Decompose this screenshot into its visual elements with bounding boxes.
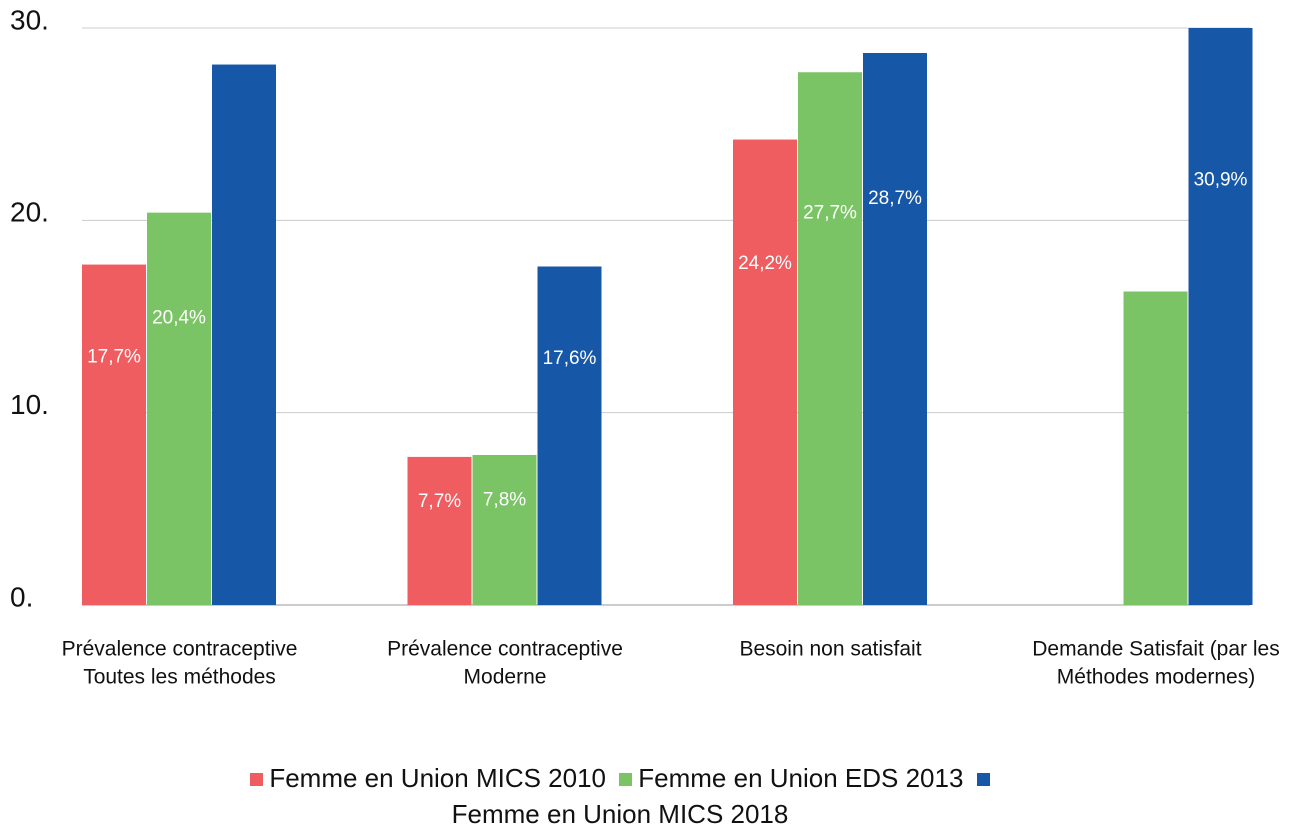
bar: [82, 264, 146, 605]
x-tick-label: Méthodes modernes): [1057, 666, 1255, 689]
legend: Femme en Union MICS 2010 Femme en Union …: [235, 760, 1005, 832]
data-label: 24,2%: [738, 253, 792, 274]
data-label: 28,7%: [868, 188, 922, 209]
x-tick-label: Demande Satisfait (par les: [1032, 638, 1279, 661]
y-tick-label: 10.: [10, 389, 49, 420]
data-label: 7,8%: [483, 490, 526, 511]
legend-label: Femme en Union MICS 2018: [451, 799, 789, 829]
bar: [798, 72, 862, 605]
legend-swatch: [976, 772, 990, 786]
y-tick-label: 0.: [10, 581, 33, 612]
bar: [537, 266, 602, 605]
x-tick-label: Prévalence contraceptive: [387, 638, 623, 661]
data-label: 17,7%: [87, 347, 141, 368]
data-label: 30,9%: [1194, 169, 1248, 190]
x-tick-label: Moderne: [464, 666, 547, 689]
data-label: 7,7%: [418, 491, 461, 512]
legend-label: Femme en Union EDS 2013: [638, 763, 964, 793]
y-tick-label: 30.: [10, 4, 49, 35]
plot-area: [82, 28, 1253, 605]
bar: [472, 454, 537, 605]
x-tick-label: Besoin non satisfait: [739, 638, 921, 661]
data-label: 27,7%: [803, 202, 857, 223]
chart: 0. 10. 20. 30. Prévalence contraceptive Toute…: [10, 4, 1280, 689]
bar: [147, 212, 211, 605]
x-tick-label: Prévalence contraceptive: [62, 638, 298, 661]
y-tick-label: 20.: [10, 197, 49, 228]
bar: [733, 139, 797, 605]
bar: [1188, 28, 1253, 605]
x-tick-label: Toutes les méthodes: [83, 666, 276, 689]
legend-swatch: [250, 772, 264, 786]
legend-label: Femme en Union MICS 2010: [269, 763, 607, 793]
bar: [407, 456, 472, 605]
legend-swatch: [619, 772, 633, 786]
bar: [863, 53, 927, 605]
bar: [1123, 291, 1188, 605]
data-label: 17,6%: [543, 348, 597, 369]
data-label: 20,4%: [152, 308, 206, 329]
bar: [212, 64, 276, 605]
